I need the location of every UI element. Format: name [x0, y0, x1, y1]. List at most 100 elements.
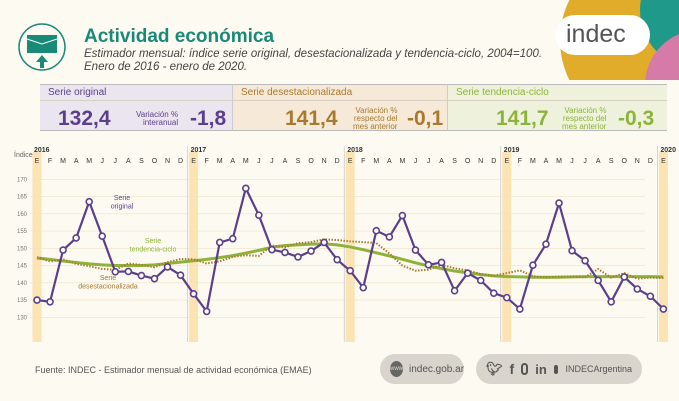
y-tick-label: 165	[17, 195, 28, 201]
original-point	[659, 305, 668, 313]
month-label: J	[114, 158, 118, 165]
original-point	[242, 184, 250, 193]
month-label: D	[648, 158, 653, 165]
original-point	[124, 267, 133, 276]
y-tick-label: 130	[17, 315, 28, 321]
month-label: N	[635, 158, 640, 165]
stat-label: mes anterior	[562, 122, 607, 131]
youtube-icon[interactable]	[553, 364, 559, 374]
original-point	[268, 245, 276, 254]
month-label: O	[152, 158, 158, 165]
original-point	[437, 258, 446, 267]
month-label: F	[518, 158, 522, 165]
year-label: 2016	[34, 147, 50, 154]
trend-annotation: tendencia-ciclo	[130, 247, 177, 254]
january-band	[658, 152, 668, 342]
month-label: N	[165, 158, 170, 165]
y-tick-label: 140	[17, 281, 28, 287]
stat-tendencia: Serie tendencia-ciclo 141,7 Variación % r…	[447, 84, 667, 131]
month-label: F	[48, 158, 52, 165]
month-label: M	[556, 158, 562, 165]
stat-title: Serie original	[40, 85, 232, 101]
original-point	[633, 285, 642, 293]
original-point	[359, 283, 368, 292]
original-point	[646, 292, 655, 301]
original-point	[281, 248, 289, 257]
original-point	[516, 305, 524, 313]
month-label: F	[361, 158, 365, 165]
y-tick-label: 160	[17, 212, 28, 218]
january-band	[189, 152, 199, 342]
stat-label: interanual	[142, 118, 179, 127]
month-label: M	[86, 158, 92, 165]
january-band	[502, 152, 512, 342]
month-label: A	[439, 158, 444, 165]
month-label: F	[205, 158, 209, 165]
month-label: O	[622, 158, 628, 165]
stat-label: respecto del	[562, 114, 607, 123]
original-annotation: original	[111, 204, 134, 211]
month-label: J	[101, 158, 105, 165]
stat-value: 141,4	[285, 107, 338, 130]
original-point	[450, 286, 459, 295]
original-point	[137, 271, 146, 280]
month-label: N	[322, 158, 327, 165]
y-tick-label: 150	[17, 246, 28, 252]
instagram-icon[interactable]	[521, 363, 529, 375]
stat-value: 132,4	[58, 107, 111, 130]
desest-annotation: Serie	[100, 275, 116, 282]
original-point	[228, 234, 237, 243]
facebook-icon[interactable]: f	[509, 361, 515, 377]
month-label: A	[283, 158, 288, 165]
original-point	[529, 261, 537, 270]
month-label: S	[296, 158, 301, 165]
month-label: D	[491, 158, 496, 165]
original-point	[502, 293, 511, 302]
stat-label: respecto del	[353, 114, 398, 123]
month-label: E	[35, 158, 40, 165]
social-links: 🐦︎ f in INDECArgentina	[476, 354, 642, 384]
month-label: O	[465, 158, 471, 165]
original-point	[189, 290, 198, 298]
period: Enero de 2016 - enero de 2020.	[84, 61, 248, 73]
year-label: 2018	[347, 147, 363, 154]
original-point	[320, 238, 328, 247]
original-point	[163, 263, 172, 271]
month-label: S	[609, 158, 614, 165]
original-point	[411, 246, 420, 254]
original-point	[85, 197, 93, 206]
stat-label: Variación %	[136, 110, 179, 119]
original-point	[372, 226, 381, 235]
twitter-icon[interactable]: 🐦︎	[486, 361, 503, 376]
original-point	[398, 211, 407, 220]
original-point	[98, 232, 107, 241]
trend-annotation: Serie	[145, 238, 161, 245]
month-label: M	[373, 158, 379, 165]
original-point	[333, 255, 341, 264]
linkedin-icon[interactable]: in	[535, 361, 547, 377]
stat-title: Serie tendencia-ciclo	[448, 85, 667, 101]
original-point	[72, 234, 80, 242]
original-point	[176, 271, 185, 280]
original-point	[607, 297, 616, 306]
month-label: M	[217, 158, 223, 165]
original-point	[255, 211, 263, 219]
month-label: J	[570, 158, 574, 165]
year-label: 2017	[191, 147, 207, 154]
stat-label: Variación %	[564, 106, 607, 115]
january-band	[32, 152, 42, 342]
original-point	[294, 253, 302, 261]
month-label: J	[583, 158, 587, 165]
year-label: 2020	[660, 147, 676, 154]
original-point	[202, 307, 211, 316]
month-label: J	[414, 158, 418, 165]
month-label: M	[530, 158, 536, 165]
indec-logo: indec	[566, 20, 626, 48]
month-label: J	[427, 158, 431, 165]
original-point	[111, 267, 120, 276]
month-label: S	[452, 158, 457, 165]
stat-label: mes anterior	[353, 122, 398, 131]
social-handle: INDECArgentina	[565, 364, 632, 374]
website-link[interactable]: www indec.gob.ar	[380, 354, 464, 384]
